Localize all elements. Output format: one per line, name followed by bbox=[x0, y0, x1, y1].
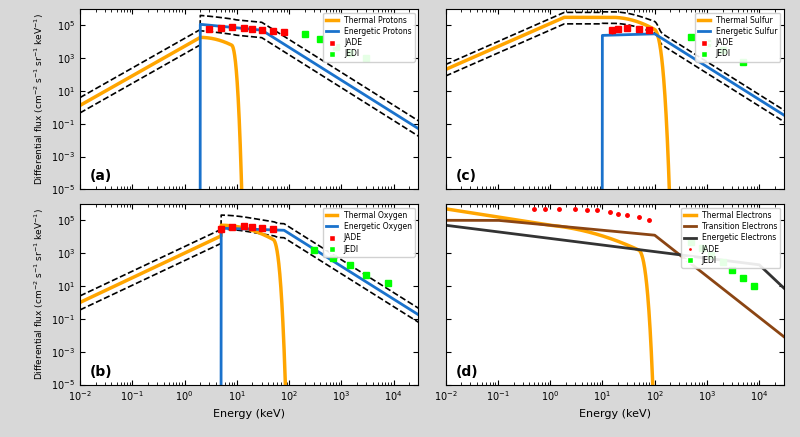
Text: (b): (b) bbox=[90, 364, 113, 378]
Y-axis label: Differential flux (cm$^{-2}$ s$^{-1}$ sr$^{-1}$ keV$^{-1}$): Differential flux (cm$^{-2}$ s$^{-1}$ sr… bbox=[32, 208, 46, 380]
Text: (a): (a) bbox=[90, 170, 113, 184]
Text: (c): (c) bbox=[456, 170, 477, 184]
Text: (d): (d) bbox=[456, 364, 478, 378]
Legend: Thermal Protons, Energetic Protons, JADE, JEDI: Thermal Protons, Energetic Protons, JADE… bbox=[323, 13, 414, 62]
Legend: Thermal Electrons, Transition Electrons, Energetic Electrons, JADE, JEDI: Thermal Electrons, Transition Electrons,… bbox=[681, 208, 780, 268]
X-axis label: Energy (keV): Energy (keV) bbox=[214, 409, 286, 419]
Legend: Thermal Oxygen, Energetic Oxygen, JADE, JEDI: Thermal Oxygen, Energetic Oxygen, JADE, … bbox=[323, 208, 414, 257]
Y-axis label: Differential flux (cm$^{-2}$ s$^{-1}$ sr$^{-1}$ keV$^{-1}$): Differential flux (cm$^{-2}$ s$^{-1}$ sr… bbox=[32, 13, 46, 185]
X-axis label: Energy (keV): Energy (keV) bbox=[578, 409, 650, 419]
Legend: Thermal Sulfur, Energetic Sulfur, JADE, JEDI: Thermal Sulfur, Energetic Sulfur, JADE, … bbox=[695, 13, 780, 62]
